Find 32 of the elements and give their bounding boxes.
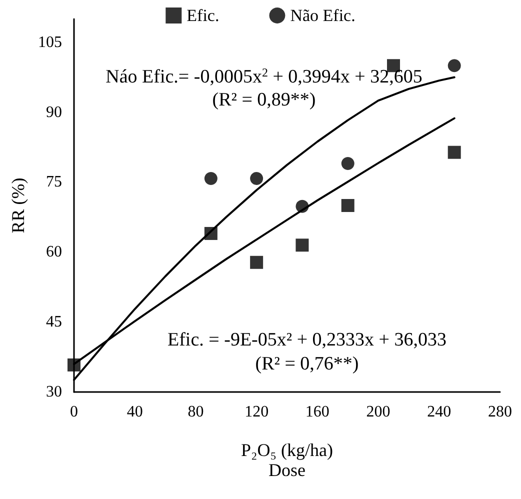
legend-label: Não Efic.	[290, 6, 356, 25]
y-axis-title: RR (%)	[8, 178, 28, 234]
point	[250, 172, 264, 185]
point	[68, 358, 80, 372]
point	[296, 238, 309, 252]
point	[204, 172, 218, 185]
x-tick-label: 280	[488, 404, 512, 420]
x-tick-label: 80	[188, 404, 204, 420]
x-tick-label: 240	[427, 404, 452, 420]
x-axis-title: P₂O₅ (kg/ha) Dose	[240, 440, 334, 480]
annotation: Efic. = -9E-05x² + 0,2333x + 36,033	[168, 330, 446, 350]
y-tick-label: 60	[46, 244, 62, 261]
point	[341, 157, 354, 170]
point	[448, 59, 461, 72]
x-tick-label: 200	[366, 404, 390, 420]
point	[204, 226, 218, 240]
annotation: (R² = 0,76**)	[255, 354, 359, 374]
y-tick-label: 90	[46, 104, 62, 121]
legend-label: Efic.	[186, 6, 220, 25]
point	[250, 256, 264, 269]
y-tick-label: 75	[46, 174, 62, 191]
x-tick-label: 120	[244, 404, 269, 420]
x-tick-label: 0	[70, 404, 78, 420]
y-tick-label: 105	[38, 34, 62, 51]
x-tick-label: 160	[305, 404, 330, 420]
y-tick-label: 45	[46, 314, 62, 331]
y-tick-label: 30	[46, 384, 62, 400]
annotation: (R² = 0,89**)	[212, 90, 316, 110]
x-tick-label: 40	[126, 404, 143, 420]
point	[448, 146, 461, 159]
point	[296, 200, 309, 213]
point	[341, 199, 354, 212]
